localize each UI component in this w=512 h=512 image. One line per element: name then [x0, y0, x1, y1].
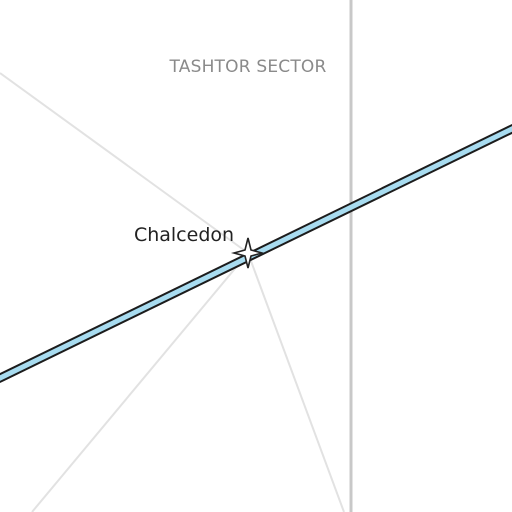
sector-label: TASHTOR SECTOR [168, 57, 326, 77]
spoke-line-southwest [31, 252, 249, 512]
spoke-lines [0, 72, 345, 512]
spoke-line-northwest [0, 72, 249, 254]
place-label[interactable]: Chalcedon [134, 224, 234, 246]
spoke-line-south [247, 252, 345, 512]
star-icon[interactable] [230, 237, 266, 269]
